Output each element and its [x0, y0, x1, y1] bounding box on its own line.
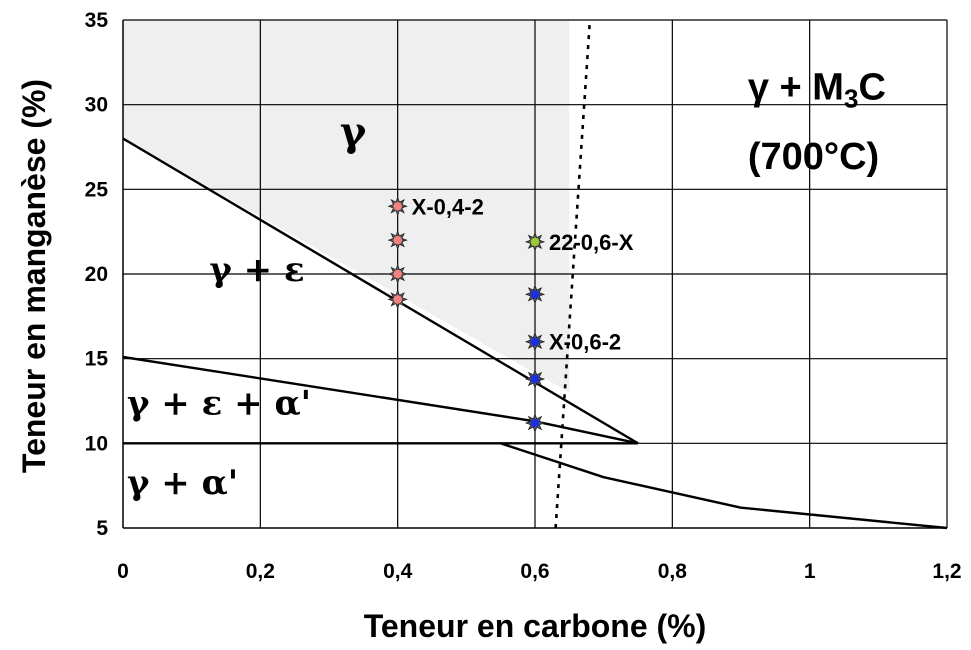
data-point [530, 374, 540, 384]
point-label: X-0,6-2 [549, 330, 621, 355]
region-label-tail: C [858, 67, 885, 109]
data-point [393, 295, 402, 304]
y-tick-label: 25 [85, 178, 109, 201]
data-point [393, 201, 402, 211]
y-tick-label: 5 [96, 517, 108, 540]
x-tick-label: 1 [804, 560, 816, 583]
region-label: γ + ε [209, 250, 304, 290]
boundary-line [500, 442, 948, 530]
data-point [530, 290, 540, 299]
region-label-main: γ + M [748, 67, 844, 109]
gamma-region-fill [123, 20, 570, 393]
data-point [530, 237, 540, 247]
y-tick-label: 20 [85, 263, 108, 286]
point-label: 22-0,6-X [549, 230, 634, 255]
x-tick-label: 0,8 [658, 560, 688, 583]
y-tick-label: 35 [85, 9, 109, 32]
y-tick-label: 10 [85, 432, 108, 455]
point-label: X-0,4-2 [412, 194, 484, 219]
data-point [393, 235, 402, 245]
x-axis-title: Teneur en carbone (%) [364, 608, 707, 644]
data-point [530, 418, 540, 428]
data-point [393, 269, 402, 279]
grid: 0 0,2 0,4 0,6 0,8 1 1,2 5 10 15 20 25 30 35 [85, 9, 962, 583]
y-tick-label: 15 [85, 348, 109, 371]
gamma-region [123, 20, 570, 393]
x-tick-label: 0,2 [246, 560, 275, 583]
labels: X-0,4-2 22-0,6-X X-0,6-2 γ γ + ε γ + ε + α' γ … [127, 67, 886, 504]
x-tick-label: 0,6 [520, 560, 549, 583]
x-tick-label: 0 [117, 560, 129, 583]
region-label: γ + ε + α' [127, 384, 311, 424]
data-points [387, 196, 546, 434]
boundary-line [122, 137, 639, 445]
region-label: γ + α' [127, 463, 238, 503]
data-point [530, 337, 540, 347]
region-label: γ [340, 108, 367, 155]
y-tick-label: 30 [85, 94, 108, 117]
x-tick-label: 0,4 [383, 560, 413, 583]
region-label: γ + M3C [748, 67, 886, 114]
y-axis-title: Teneur en manganèse (%) [16, 79, 52, 473]
region-label: (700°C) [748, 136, 879, 178]
region-label-subscript: 3 [844, 84, 858, 114]
x-tick-label: 1,2 [932, 560, 961, 583]
